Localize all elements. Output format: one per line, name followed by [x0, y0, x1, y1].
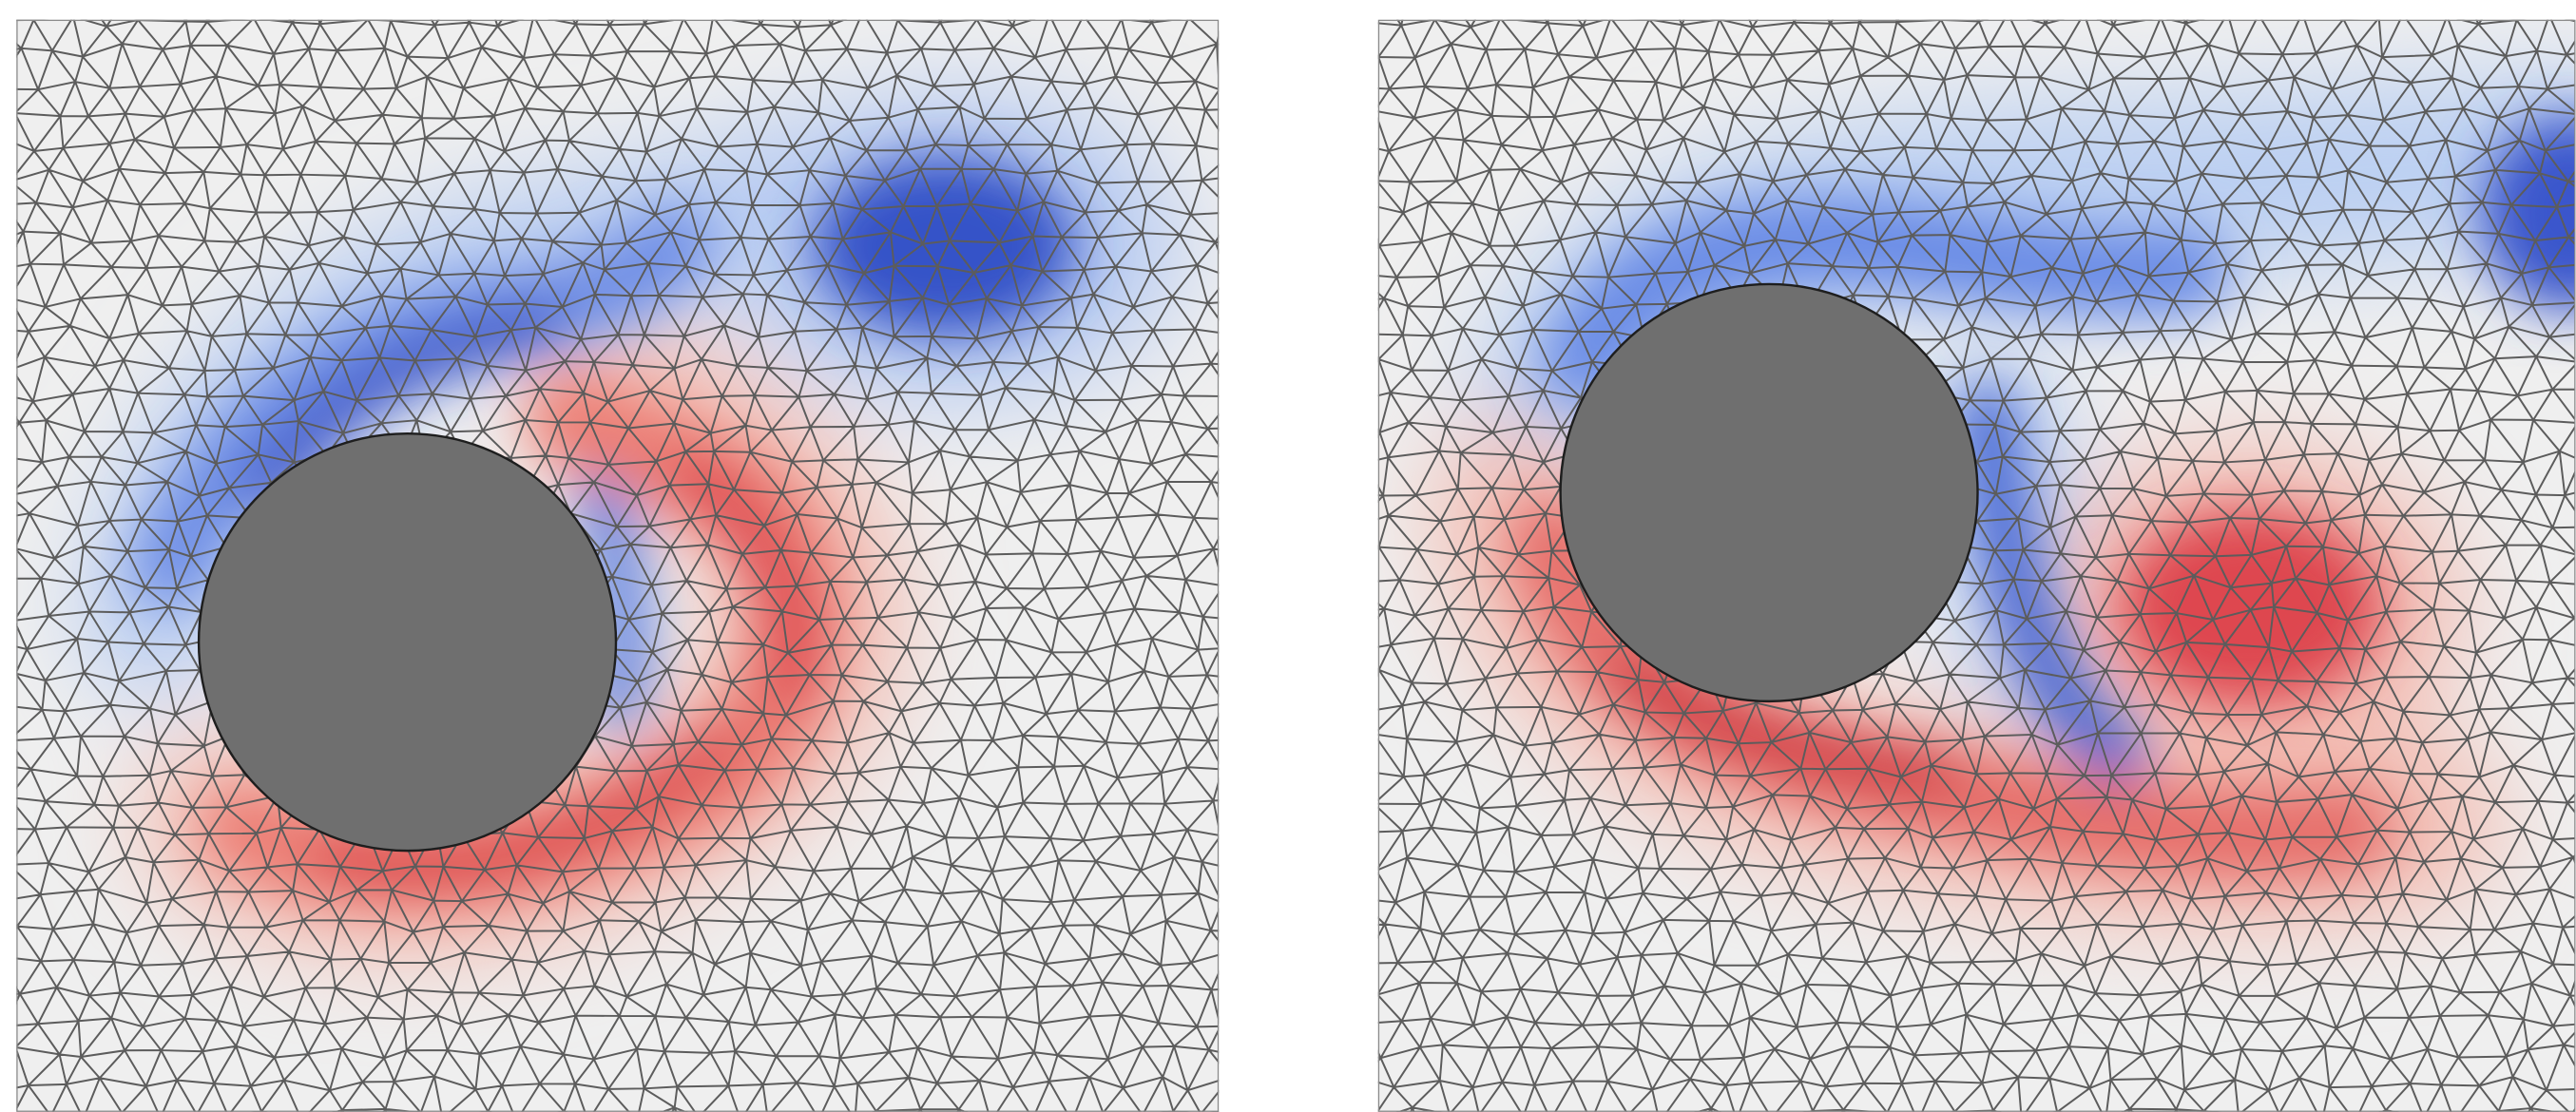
cylinder [1561, 284, 1978, 701]
left-panel [0, 0, 1307, 1112]
cylinder [199, 433, 616, 851]
flow-visualization [0, 0, 2576, 1112]
right-panel [1335, 0, 2576, 1112]
page: (() => { const data = JSON.parse(documen… [0, 0, 2576, 1112]
panels [0, 0, 2576, 1112]
